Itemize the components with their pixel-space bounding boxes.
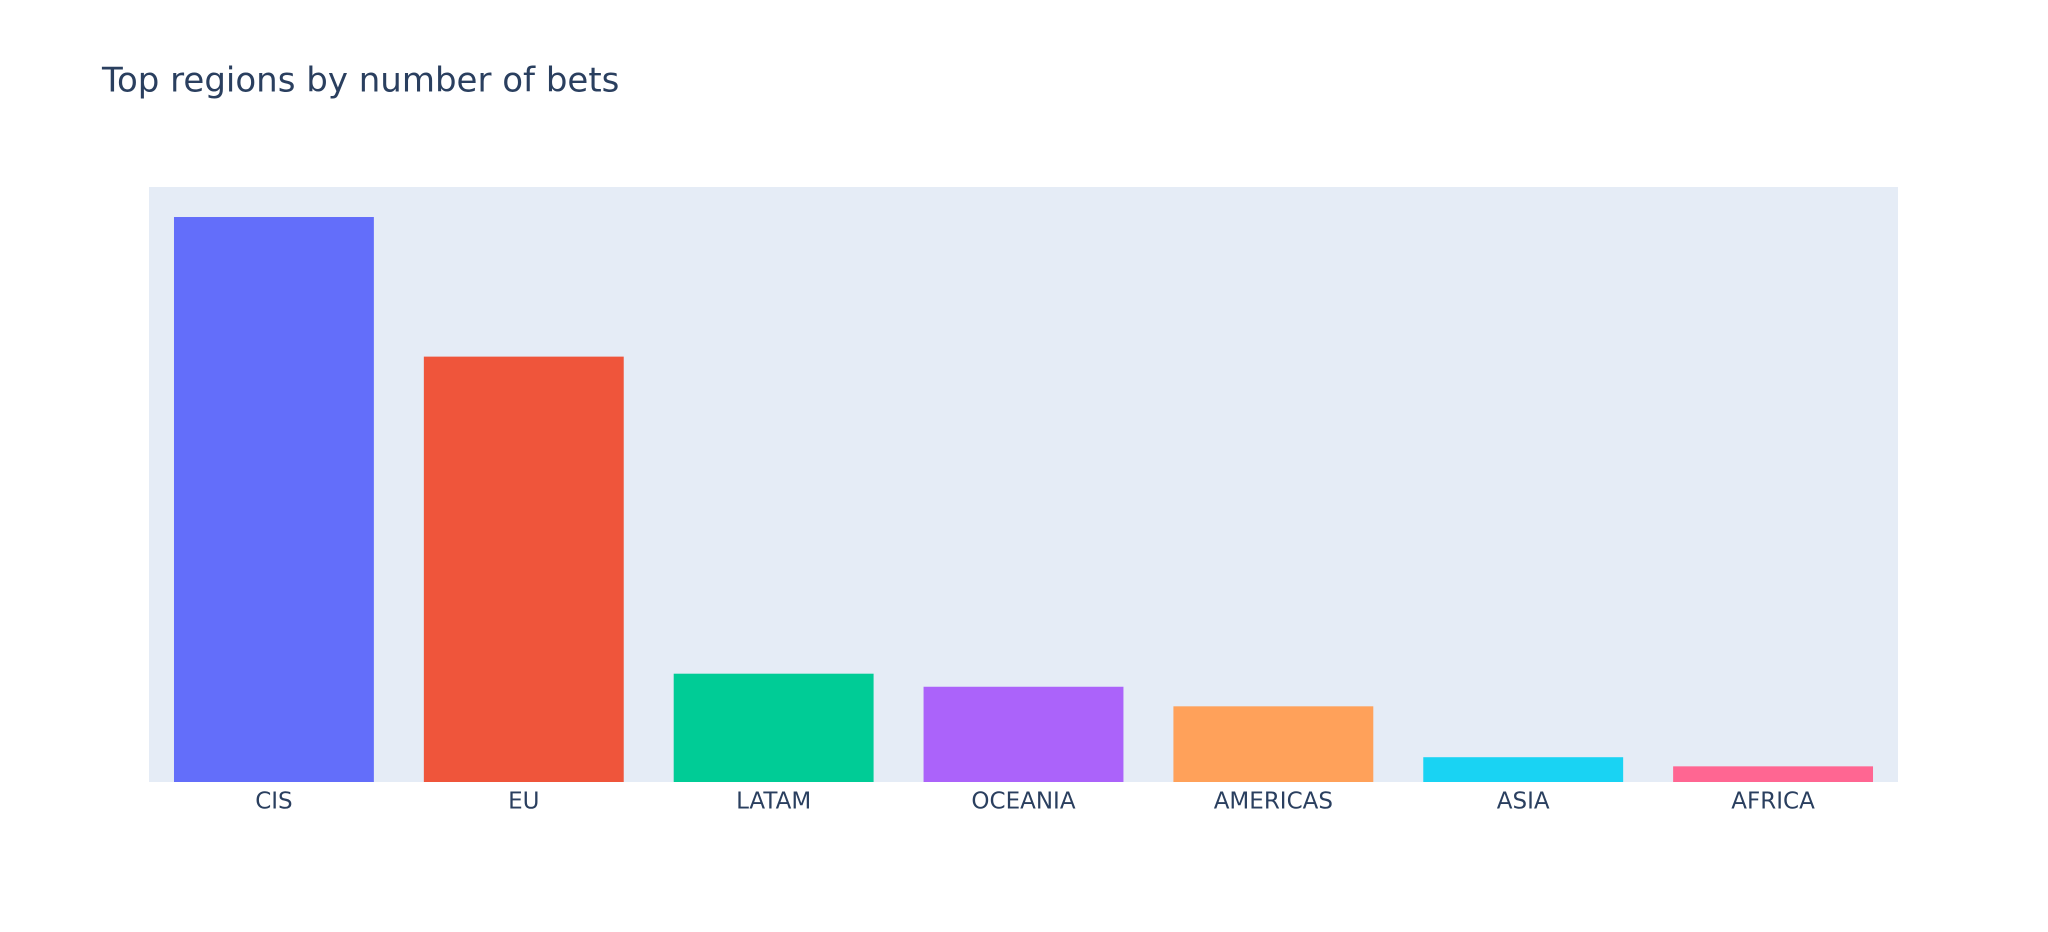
x-tick-label: AMERICAS	[1214, 789, 1333, 815]
x-tick-label: CIS	[255, 789, 292, 815]
chart-title: Top regions by number of bets	[101, 61, 619, 101]
bar	[423, 356, 624, 782]
bar	[1173, 706, 1374, 782]
x-tick-label: OCEANIA	[971, 789, 1075, 815]
bar	[1423, 757, 1624, 782]
bar	[673, 673, 874, 782]
x-tick-label: AFRICA	[1731, 789, 1815, 815]
x-tick-label: EU	[508, 789, 539, 815]
x-tick-label: ASIA	[1497, 789, 1550, 815]
x-tick-label: LATAM	[736, 789, 811, 815]
bar	[1673, 766, 1874, 782]
bar	[923, 686, 1124, 782]
bar	[173, 217, 374, 782]
